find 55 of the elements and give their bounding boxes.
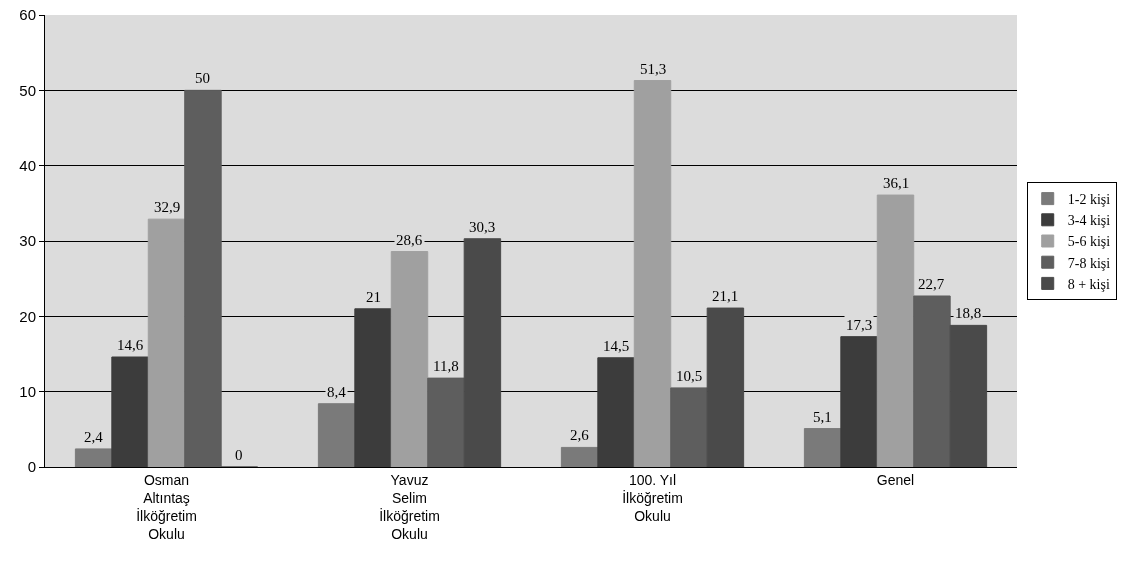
bar	[803, 428, 842, 467]
data-label: 51,3	[640, 61, 667, 77]
bar	[876, 194, 915, 467]
data-label: 21	[366, 289, 381, 305]
legend-label: 1-2 kişi	[1067, 192, 1111, 208]
bar	[390, 251, 429, 467]
bar	[670, 387, 708, 467]
legend-label: 5-6 kişi	[1067, 234, 1111, 250]
data-label: 5,1	[813, 409, 832, 425]
data-label: 8,4	[327, 384, 347, 400]
data-label: 10,5	[676, 368, 703, 384]
x-tick-label: Genel	[876, 471, 915, 488]
bar	[463, 238, 502, 467]
x-tick-label: Osman Altıntaş İlköğretim Okulu	[136, 471, 197, 543]
x-tick-label: 100. Yıl İlköğretim Okulu	[622, 471, 683, 525]
bar	[317, 403, 356, 467]
y-tick-label: 20	[19, 307, 36, 325]
y-tick-label: 30	[19, 232, 36, 250]
bar	[633, 80, 672, 467]
legend-label: 8 + kişi	[1067, 276, 1110, 292]
data-label: 36,1	[883, 175, 910, 191]
bar	[913, 295, 951, 467]
bar	[706, 307, 745, 467]
bar	[147, 218, 186, 467]
bar	[354, 308, 392, 467]
bar	[111, 356, 149, 467]
bar	[949, 324, 988, 467]
data-label: 2,6	[570, 427, 590, 443]
data-label: 0	[235, 447, 243, 463]
bar	[560, 446, 599, 467]
bar	[427, 377, 465, 467]
data-label: 2,4	[84, 429, 104, 445]
bar	[74, 448, 113, 467]
data-label: 14,5	[603, 338, 630, 354]
data-label: 21,1	[712, 288, 739, 304]
y-tick-label: 40	[19, 156, 36, 174]
data-label: 32,9	[154, 199, 181, 215]
bar	[840, 336, 878, 467]
data-label: 22,7	[918, 276, 945, 292]
y-tick-label: 50	[19, 81, 36, 99]
y-tick-label: 10	[19, 382, 36, 400]
legend-label: 3-4 kişi	[1067, 213, 1111, 229]
data-label: 28,6	[396, 232, 423, 248]
x-tick-label: Yavuz Selim İlköğretim Okulu	[379, 471, 440, 543]
data-label: 50	[195, 70, 210, 86]
bar	[597, 357, 635, 467]
bar	[184, 89, 222, 467]
data-label: 14,6	[117, 337, 144, 353]
data-label: 18,8	[955, 305, 982, 321]
data-label: 11,8	[433, 358, 459, 374]
legend-label: 7-8 kişi	[1067, 255, 1111, 271]
data-label: 17,3	[846, 317, 873, 333]
y-tick-label: 0	[27, 458, 36, 476]
data-label: 30,3	[469, 219, 496, 235]
y-tick-label: 60	[19, 6, 36, 24]
